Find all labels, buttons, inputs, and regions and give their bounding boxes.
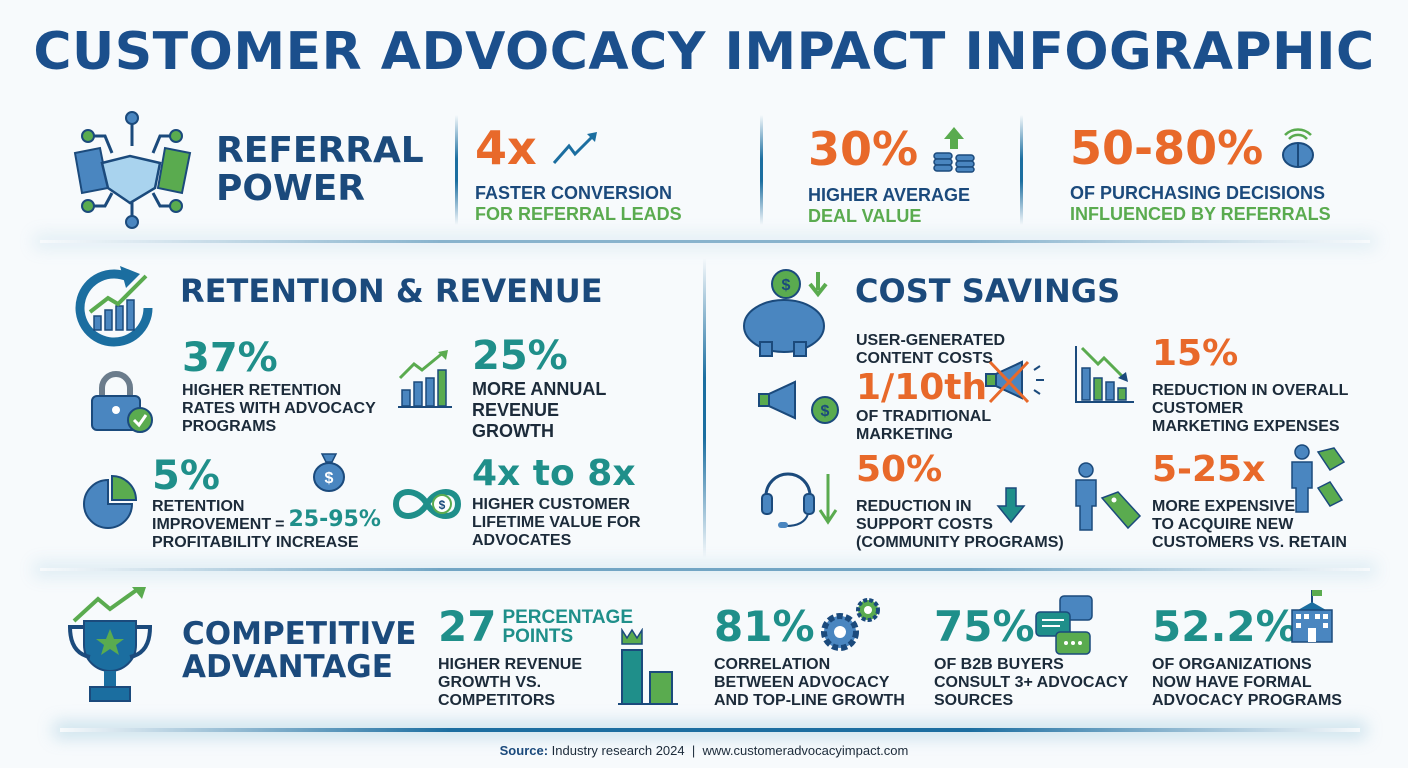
person-tags-icon: [1288, 444, 1346, 516]
stat-deal-value: 30% HIGHER AVERAGE DEAL VALUE: [808, 125, 978, 227]
footer-divider: [60, 728, 1360, 732]
stat-b2b-buyers: 75% OF B2B BUYERS CONSULT 3+ ADVOCACY SO…: [934, 602, 1129, 710]
building-icon: [1288, 588, 1336, 644]
referral-heading: REFERRAL POWER: [216, 130, 424, 209]
divider: [455, 115, 458, 225]
gears-icon: [816, 596, 886, 656]
growth-cycle-icon: [68, 262, 160, 354]
stat-correlation: 81% CORRELATION BETWEEN ADVOCACY AND TOP…: [714, 602, 905, 710]
divider: [760, 115, 763, 225]
lock-check-icon: [88, 370, 158, 435]
svg-text:$: $: [782, 277, 791, 294]
retention-heading: RETENTION & REVENUE: [180, 272, 603, 310]
cost-heading: COST SAVINGS: [855, 272, 1121, 310]
crossed-megaphone-icon: [982, 356, 1052, 406]
stat-purchasing-decisions: 50-80% OF PURCHASING DECISIONS INFLUENCE…: [1070, 121, 1331, 224]
stat-lifetime-value: 4x to 8x HIGHER CUSTOMER LIFETIME VALUE …: [472, 453, 641, 550]
stat-retention-rates: 37% HIGHER RETENTION RATES WITH ADVOCACY…: [182, 335, 376, 435]
stat-marketing-expenses: 15% REDUCTION IN OVERALL CUSTOMER MARKET…: [1152, 333, 1349, 436]
pie-chart-icon: [80, 472, 140, 532]
stat-support-costs: 50% REDUCTION IN SUPPORT COSTS (COMMUNIT…: [856, 449, 1064, 552]
handshake-network-icon: [70, 108, 195, 233]
divider: [40, 568, 1370, 571]
trophy-icon: [62, 585, 158, 710]
stat-revenue-growth: 27 PERCENTAGE POINTS HIGHER REVENUE GROWT…: [438, 602, 634, 710]
person-tag-icon: [1072, 462, 1144, 532]
divider: [703, 258, 706, 558]
svg-text:$: $: [325, 470, 334, 487]
chat-bubbles-icon: [1034, 594, 1096, 660]
stat-organizations: 52.2% OF ORGANIZATIONS NOW HAVE FORMAL A…: [1152, 602, 1342, 710]
stat-faster-conversion: 4x FASTER CONVERSION FOR REFERRAL LEADS: [475, 121, 682, 224]
headset-down-icon: [760, 462, 840, 532]
page-title: CUSTOMER ADVOCACY IMPACT INFOGRAPHIC: [33, 22, 1375, 82]
footer-source: Source: Industry research 2024 | www.cus…: [499, 743, 909, 758]
infinity-dollar-icon: $: [390, 484, 465, 524]
coins-up-icon: [933, 127, 975, 173]
trend-arrow-icon: [552, 132, 597, 164]
crown-bar-icon: [618, 628, 682, 706]
declining-chart-icon: [1074, 344, 1136, 406]
stat-profitability: 5% RETENTION IMPROVEMENT = 25-95% PROFIT…: [152, 453, 381, 551]
bar-chart-up-icon: [396, 348, 458, 410]
megaphone-dollar-icon: $: [755, 378, 843, 428]
down-arrow-icon: [996, 486, 1026, 524]
svg-text:$: $: [439, 498, 446, 512]
svg-text:$: $: [821, 403, 830, 420]
stat-annual-revenue: 25% MORE ANNUAL REVENUE GROWTH: [472, 333, 607, 441]
brain-icon: [1282, 128, 1315, 168]
stat-acquisition-cost: 5-25x MORE EXPENSIVE TO ACQUIRE NEW CUST…: [1152, 449, 1347, 552]
stat-ugc-costs: USER-GENERATED CONTENT COSTS 1/10th OF T…: [856, 332, 1006, 443]
divider: [1020, 115, 1023, 225]
money-bag-icon: $: [312, 450, 346, 492]
competitive-heading: COMPETITIVE ADVANTAGE: [182, 616, 417, 685]
divider: [40, 240, 1370, 243]
piggy-bank-icon: $: [740, 266, 840, 358]
